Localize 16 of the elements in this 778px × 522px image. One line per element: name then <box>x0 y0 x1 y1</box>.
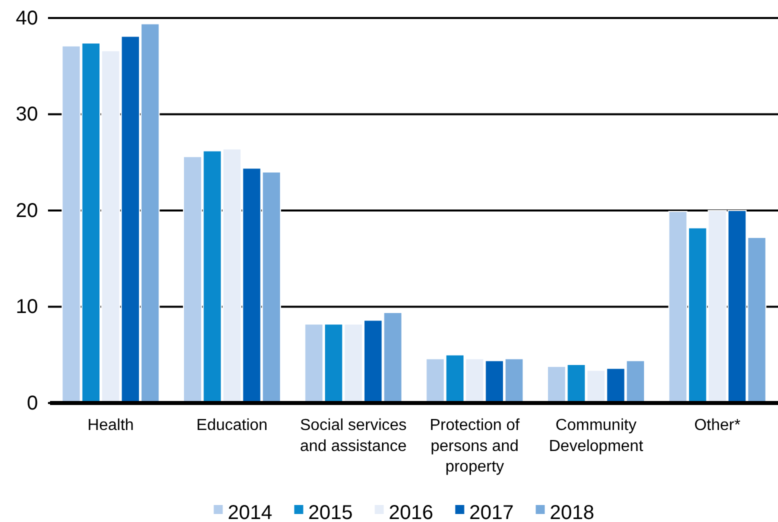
legend-label: 2015 <box>308 502 353 522</box>
y-tick-label: 40 <box>16 7 38 30</box>
x-tick-label: Education <box>196 417 268 434</box>
legend-label: 2016 <box>388 502 434 522</box>
y-tick-label: 10 <box>16 296 38 318</box>
x-tick-label: Community Development <box>548 417 644 455</box>
y-tick-label: 20 <box>16 200 38 222</box>
legend-label: 2017 <box>469 502 514 522</box>
legend-label: 2018 <box>550 502 594 522</box>
x-tick-label: Social services and assistance <box>300 417 407 455</box>
legend-label: 2014 <box>228 502 272 522</box>
x-tick-label: Other* <box>694 417 740 434</box>
x-tick-label: Health <box>88 417 134 434</box>
y-tick-label: 30 <box>16 104 38 126</box>
y-tick-label: 0 <box>26 392 38 414</box>
x-tick-label: Protection of persons and property <box>430 417 520 476</box>
